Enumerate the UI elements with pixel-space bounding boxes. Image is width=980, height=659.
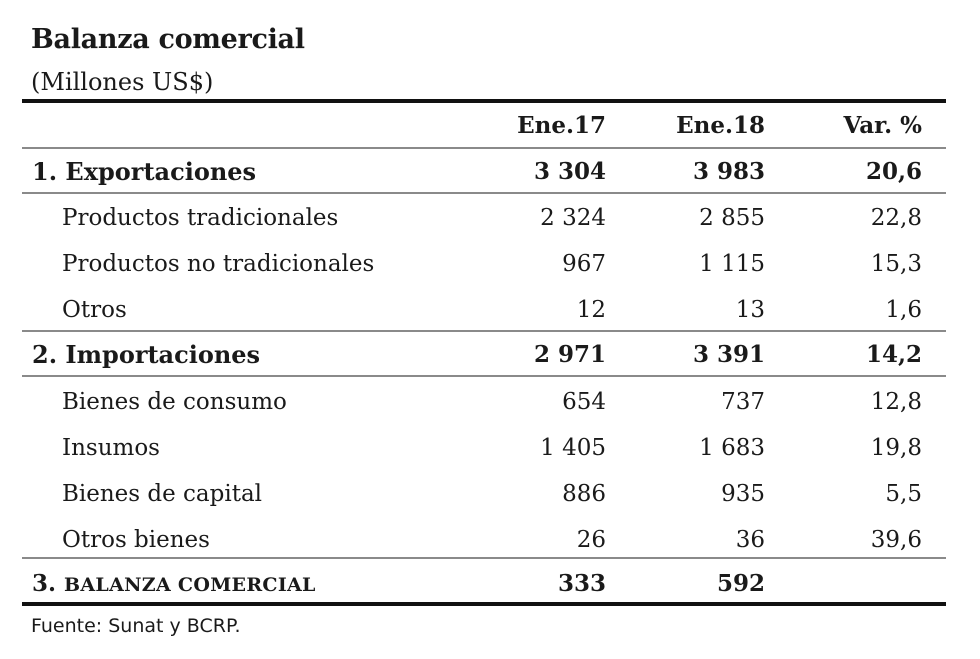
row-value-ene17: 654 [562,389,606,415]
row-value-var: 39,6 [870,527,922,553]
row-value-ene18: 1 683 [699,435,765,461]
total-value-ene18: 592 [716,570,765,597]
section-rule [22,375,946,377]
section-rule [22,192,946,194]
row-label: Otros bienes [62,527,210,553]
row-value-ene18: 935 [721,481,765,507]
total-row: 3. BALANZA COMERCIAL 333 592 [22,562,946,606]
row-value-ene17: 2 324 [540,205,606,231]
row-value-ene17: 2 971 [533,341,606,368]
table-row: Productos tradicionales 2 324 2 855 22,8 [22,196,946,240]
row-label: Productos no tradicionales [62,251,375,277]
row-label: Productos tradicionales [62,205,339,231]
row-value-ene17: 12 [576,297,606,323]
row-value-ene18: 2 855 [699,205,765,231]
row-value-ene17: 1 405 [540,435,606,461]
table-row: Bienes de consumo 654 737 12,8 [22,380,946,424]
row-value-ene18: 36 [735,527,765,553]
table-subtitle: (Millones US$) [31,68,214,96]
row-value-var: 14,2 [865,341,922,368]
row-value-ene17: 26 [576,527,606,553]
total-value-ene17: 333 [557,570,606,597]
table-row: 2. Importaciones 2 971 3 391 14,2 [22,333,946,377]
row-value-ene18: 3 983 [692,158,765,185]
table-row: Otros bienes 26 36 39,6 [22,518,946,562]
row-value-ene18: 3 391 [692,341,765,368]
total-label: 3. BALANZA COMERCIAL [32,562,316,607]
row-label: Bienes de consumo [62,389,287,415]
row-value-var: 5,5 [885,481,922,507]
row-value-ene17: 3 304 [533,158,606,185]
row-value-ene17: 967 [562,251,606,277]
row-label: Insumos [62,435,160,461]
table-row: Bienes de capital 886 935 5,5 [22,472,946,516]
table-row: Otros 12 13 1,6 [22,288,946,332]
row-value-var: 1,6 [885,297,922,323]
header-rule [22,147,946,149]
row-value-ene17: 886 [562,481,606,507]
row-label: 1. Exportaciones [32,157,257,186]
section-rule [22,557,946,559]
header-row: Ene.17 Ene.18 Var. % [22,104,946,148]
table-title: Balanza comercial [31,24,305,55]
row-label: Bienes de capital [62,481,263,507]
table-row: 1. Exportaciones 3 304 3 983 20,6 [22,150,946,194]
total-number: 3. [32,570,57,597]
row-value-var: 15,3 [870,251,922,277]
row-value-ene18: 737 [721,389,765,415]
source-note: Fuente: Sunat y BCRP. [31,615,241,637]
row-value-ene18: 1 115 [699,251,765,277]
col-header-var: Var. % [843,112,922,139]
table-row: Productos no tradicionales 967 1 115 15,… [22,242,946,286]
row-value-var: 12,8 [870,389,922,415]
row-value-var: 19,8 [870,435,922,461]
section-rule [22,330,946,332]
bottom-rule [22,602,946,606]
table-row: Insumos 1 405 1 683 19,8 [22,426,946,470]
total-name: BALANZA COMERCIAL [64,574,316,596]
col-header-ene18: Ene.18 [676,112,765,139]
row-label: Otros [62,297,127,323]
row-value-ene18: 13 [735,297,765,323]
col-header-ene17: Ene.17 [517,112,606,139]
row-value-var: 20,6 [865,158,922,185]
row-label: 2. Importaciones [32,340,261,369]
top-rule [22,99,946,103]
row-value-var: 22,8 [870,205,922,231]
